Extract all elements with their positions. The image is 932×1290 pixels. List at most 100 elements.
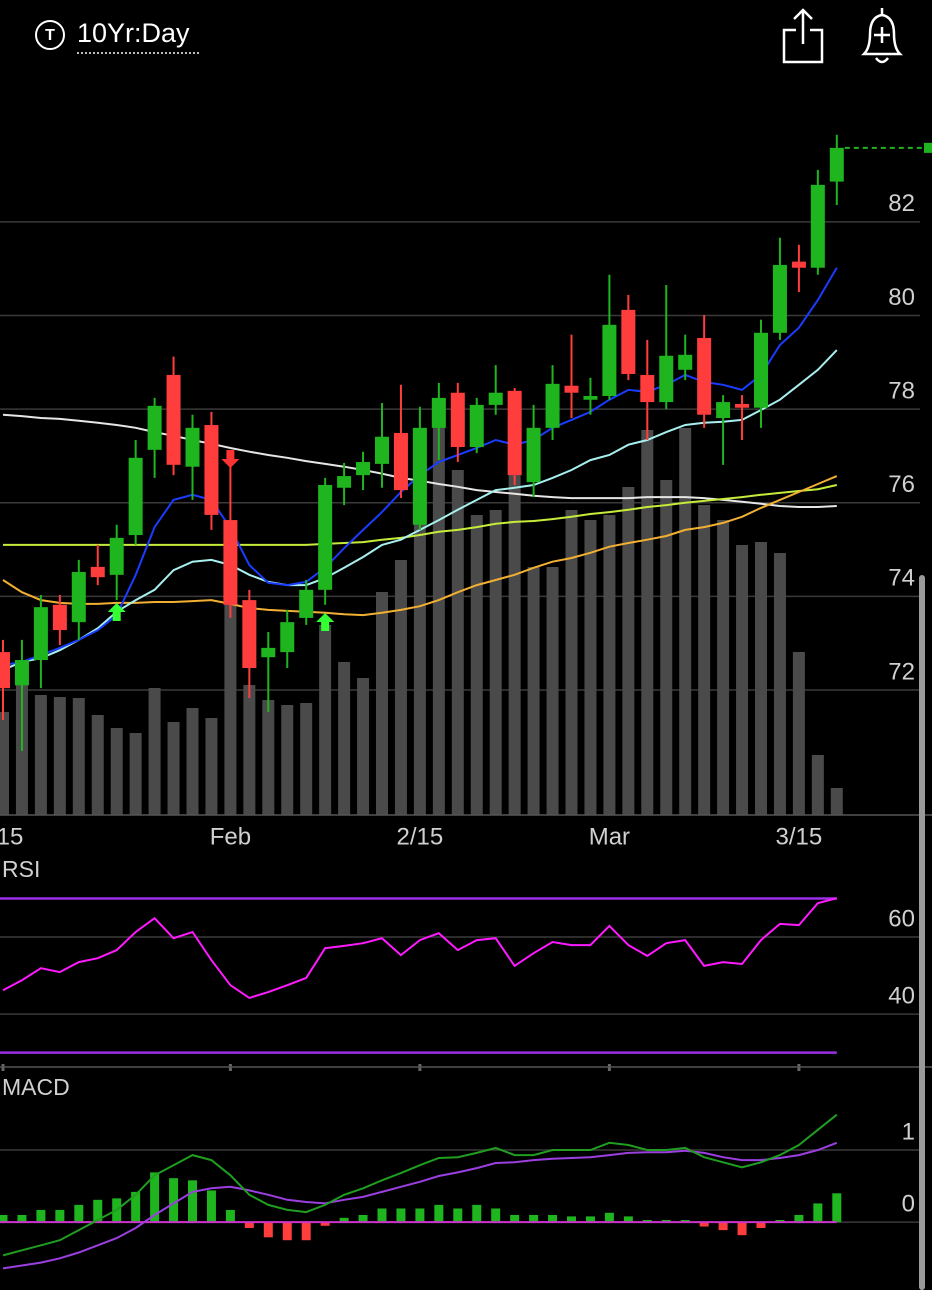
y-tick-label: 82 [888, 190, 915, 217]
histogram-bar [585, 1216, 595, 1223]
histogram-bar [150, 1172, 160, 1223]
candle-body [716, 402, 731, 419]
signal-arrow [316, 613, 335, 631]
histogram-bar [434, 1204, 444, 1223]
volume-bar [186, 708, 199, 815]
moving-average [2, 349, 838, 671]
timeframe-button[interactable]: T 10Yr:Day [35, 18, 199, 54]
histogram-bar [775, 1220, 785, 1223]
candle-body [14, 660, 29, 686]
icon-letter: T [45, 27, 55, 44]
candle-body [128, 457, 143, 536]
volume-bar [338, 662, 351, 815]
histogram-bar [604, 1212, 614, 1223]
alert-button[interactable] [860, 8, 904, 64]
volume-bar [565, 510, 578, 815]
volume-bar [717, 520, 730, 815]
histogram-bar [244, 1222, 254, 1228]
histogram-bar [453, 1208, 463, 1223]
y-tick-label: 72 [888, 658, 915, 685]
histogram-bar [188, 1180, 197, 1223]
candle-body [33, 607, 48, 661]
candle-body [735, 403, 750, 408]
y-tick-label: 1 [902, 1118, 915, 1145]
candle-body [204, 425, 219, 515]
volume-bar [679, 428, 692, 815]
histogram-bar [301, 1222, 311, 1241]
candle-body [772, 264, 787, 333]
volume-bar [110, 728, 123, 815]
candle-body [337, 476, 352, 488]
candle-body [469, 404, 484, 448]
last-price-tag [924, 142, 932, 153]
volume-bar [489, 510, 502, 815]
candle-body [526, 427, 541, 483]
candle-body [52, 604, 67, 631]
volume-bar [527, 567, 540, 815]
histogram-bar [55, 1209, 65, 1223]
candle-body [299, 589, 314, 618]
histogram-bar [36, 1209, 46, 1223]
candle-body [0, 652, 10, 689]
candle-body [412, 427, 427, 525]
histogram-bar [206, 1190, 216, 1223]
volume-bar [376, 592, 388, 815]
x-tick-label: 3/15 [776, 823, 823, 850]
moving-average [2, 475, 838, 617]
histogram-bar [74, 1204, 84, 1223]
share-arrow [793, 8, 813, 44]
panel-title: MACD [2, 1074, 70, 1100]
histogram-bar [737, 1222, 747, 1236]
volume-bar [0, 712, 9, 815]
candle-body [829, 147, 844, 182]
candle-body [602, 324, 617, 397]
histogram-bar [320, 1222, 330, 1226]
candle-body [375, 436, 389, 464]
volume-bar [167, 722, 180, 815]
panel-title: RSI [2, 856, 40, 882]
x-tick-label: Feb [210, 823, 251, 850]
histogram-bar [415, 1208, 425, 1223]
scrollbar[interactable] [919, 575, 925, 1290]
share-box [782, 28, 824, 64]
histogram-bar [169, 1178, 179, 1223]
volume-bar [300, 703, 313, 815]
histogram-bar [718, 1222, 728, 1231]
histogram-bar [491, 1208, 501, 1223]
y-tick-label: 60 [888, 905, 915, 932]
signal-line [2, 1141, 838, 1270]
volume-bar [470, 515, 483, 815]
histogram-bar [377, 1208, 387, 1223]
volume-bar [72, 698, 85, 815]
share-button[interactable] [782, 8, 824, 64]
volume-bar [224, 595, 237, 815]
histogram-bar [131, 1191, 141, 1223]
plus [874, 27, 890, 43]
candle-body [109, 537, 124, 575]
histogram-bar [680, 1220, 690, 1223]
candle-body [166, 374, 181, 465]
rsi-line [2, 897, 838, 999]
histogram-bar [623, 1216, 633, 1223]
marks-layer: 72 74 76 78 80 82 15 Feb 2/15 Mar 3/15 40 60 RSI 0 1 MAC… [0, 134, 932, 1270]
candle-body [185, 427, 200, 467]
candle-body [450, 392, 465, 448]
volume-bar [319, 625, 332, 815]
volume-bar [811, 755, 824, 815]
volume-bar [148, 688, 161, 815]
candle-body [488, 392, 503, 405]
histogram-bar [339, 1217, 349, 1223]
volume-bar [205, 718, 218, 815]
candle-body [697, 337, 712, 415]
volume-bar [243, 685, 256, 815]
signal-arrow [107, 603, 126, 621]
candle-body [583, 396, 598, 400]
icon-circle [35, 20, 65, 50]
histogram-bar [263, 1222, 273, 1238]
histogram-bar [396, 1208, 406, 1223]
histogram-bar [529, 1214, 539, 1223]
histogram-bar [642, 1220, 652, 1223]
volume-bar [53, 697, 66, 815]
candle-body [318, 484, 333, 590]
